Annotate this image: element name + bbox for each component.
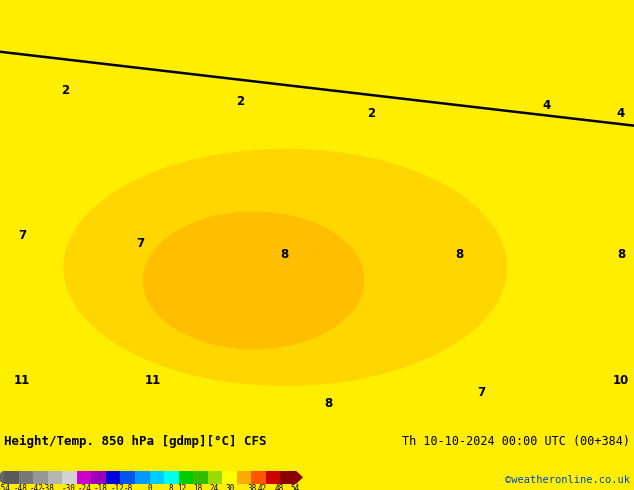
Text: 8: 8 — [169, 485, 173, 490]
Text: 8: 8 — [324, 397, 332, 410]
Bar — [4, 471, 18, 484]
Bar — [18, 471, 33, 484]
FancyArrow shape — [0, 471, 4, 484]
Bar — [120, 471, 135, 484]
Text: 2: 2 — [236, 96, 245, 108]
Text: 8: 8 — [455, 248, 463, 261]
Bar — [208, 471, 223, 484]
Text: -12: -12 — [110, 485, 124, 490]
Text: 42: 42 — [258, 485, 268, 490]
Text: 11: 11 — [14, 374, 30, 387]
Bar — [48, 471, 62, 484]
Text: Th 10-10-2024 00:00 UTC (00+384): Th 10-10-2024 00:00 UTC (00+384) — [402, 435, 630, 448]
Bar — [280, 471, 295, 484]
Text: 30: 30 — [226, 485, 235, 490]
Text: 11: 11 — [145, 374, 161, 387]
FancyArrow shape — [295, 471, 303, 484]
Bar — [179, 471, 193, 484]
Bar — [237, 471, 251, 484]
Text: -38: -38 — [40, 485, 54, 490]
Bar — [251, 471, 266, 484]
Bar — [33, 471, 48, 484]
Text: 24: 24 — [210, 485, 219, 490]
Bar — [77, 471, 91, 484]
Bar — [266, 471, 280, 484]
Bar — [106, 471, 120, 484]
Bar — [91, 471, 106, 484]
Text: ©weatheronline.co.uk: ©weatheronline.co.uk — [505, 475, 630, 485]
Text: -8: -8 — [124, 485, 133, 490]
Text: -54: -54 — [0, 485, 11, 490]
Bar — [150, 471, 164, 484]
Text: 8: 8 — [280, 248, 288, 261]
Text: 54: 54 — [290, 485, 300, 490]
Text: 18: 18 — [193, 485, 203, 490]
Text: 2: 2 — [368, 107, 376, 120]
Text: 8: 8 — [617, 248, 625, 261]
Text: 4: 4 — [543, 99, 551, 112]
Text: 0: 0 — [147, 485, 152, 490]
Bar — [164, 471, 179, 484]
Text: 4: 4 — [617, 107, 625, 120]
Text: 7: 7 — [477, 386, 485, 398]
Text: 10: 10 — [612, 374, 629, 387]
Text: 7: 7 — [136, 237, 144, 249]
Text: -24: -24 — [78, 485, 92, 490]
Text: -30: -30 — [61, 485, 75, 490]
Bar — [193, 471, 208, 484]
Bar — [135, 471, 150, 484]
Text: Height/Temp. 850 hPa [gdmp][°C] CFS: Height/Temp. 850 hPa [gdmp][°C] CFS — [4, 435, 266, 448]
Text: 2: 2 — [61, 84, 70, 97]
Bar — [62, 471, 77, 484]
Text: 48: 48 — [275, 485, 283, 490]
Text: 38: 38 — [247, 485, 257, 490]
Text: 7: 7 — [18, 229, 26, 242]
Text: -18: -18 — [94, 485, 108, 490]
Ellipse shape — [63, 149, 507, 386]
Bar — [223, 471, 237, 484]
Text: -48: -48 — [13, 485, 27, 490]
Text: 12: 12 — [178, 485, 186, 490]
Text: -42: -42 — [29, 485, 43, 490]
Ellipse shape — [143, 211, 365, 349]
